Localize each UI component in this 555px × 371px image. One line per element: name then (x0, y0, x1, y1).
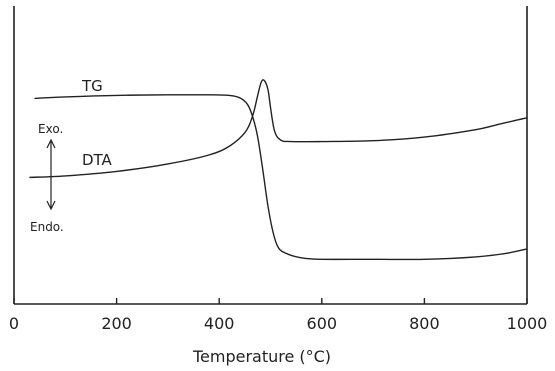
exo-label: Exo. (38, 122, 63, 136)
series-line-tg (34, 94, 528, 261)
series-label-tg: TG (81, 77, 103, 95)
curves (29, 79, 528, 261)
x-tick-label: 400 (204, 314, 235, 333)
x-tick-label: 1000 (507, 314, 548, 333)
axes (13, 6, 528, 305)
x-ticks: 0 200 400 600 800 1000 (9, 298, 547, 333)
endo-label: Endo. (30, 220, 64, 234)
exo-endo-arrow (46, 138, 56, 211)
x-tick-label: 800 (409, 314, 440, 333)
series-label-dta: DTA (82, 151, 113, 169)
x-tick-label: 600 (307, 314, 338, 333)
x-tick-label: 0 (9, 314, 19, 333)
series-line-dta (29, 79, 528, 179)
x-tick-label: 200 (101, 314, 132, 333)
labels: TG DTA Exo. Endo. Temperature (°C) (30, 77, 331, 366)
x-axis-label: Temperature (°C) (192, 347, 331, 366)
